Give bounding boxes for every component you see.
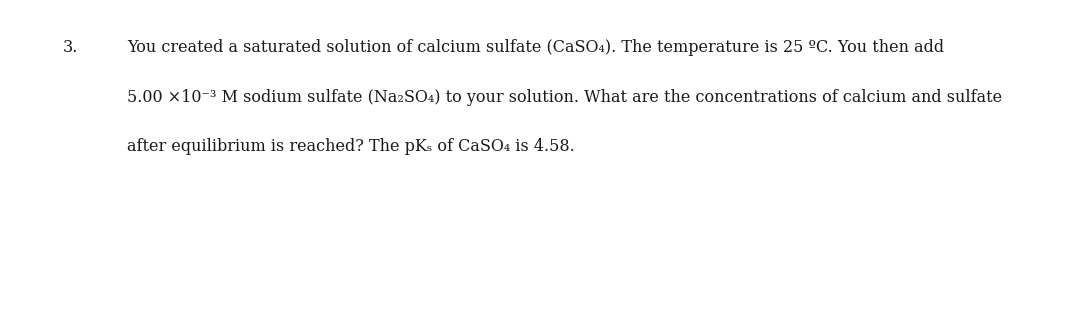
Text: 5.00 ×10⁻³ M sodium sulfate (Na₂SO₄) to your solution. What are the concentratio: 5.00 ×10⁻³ M sodium sulfate (Na₂SO₄) to … (127, 89, 1002, 106)
Text: 3.: 3. (63, 39, 78, 56)
Text: You created a saturated solution of calcium sulfate (CaSO₄). The temperature is : You created a saturated solution of calc… (127, 39, 945, 56)
Text: after equilibrium is reached? The pKₛ of CaSO₄ is 4.58.: after equilibrium is reached? The pKₛ of… (127, 138, 576, 156)
